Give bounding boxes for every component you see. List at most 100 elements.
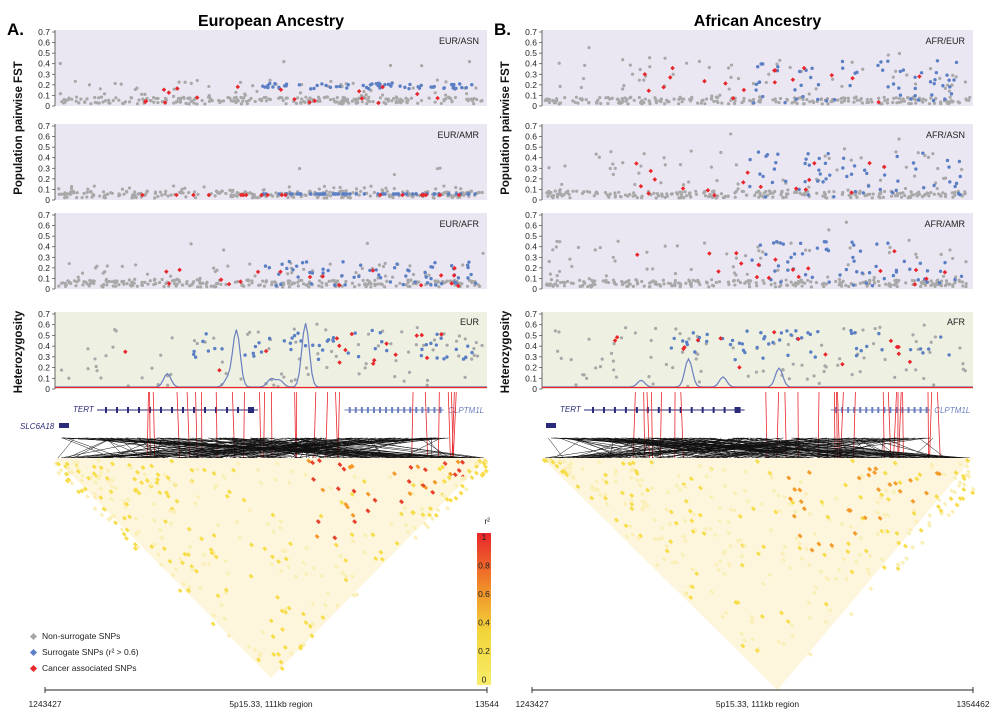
snp-point <box>927 102 932 106</box>
snp-point <box>437 285 441 289</box>
snp-point <box>751 81 756 86</box>
exon <box>204 407 207 413</box>
ld-cell <box>953 470 959 476</box>
panel-european: A. European Ancestry00.10.20.30.40.50.60.… <box>7 13 499 709</box>
snp-point <box>127 186 132 190</box>
exon <box>360 407 363 413</box>
snp-point <box>300 97 304 101</box>
snp-point <box>654 101 659 105</box>
snp-point <box>196 285 200 289</box>
snp-point <box>660 194 664 198</box>
ld-cell <box>564 472 570 478</box>
ld-cell <box>776 493 782 499</box>
snp-point <box>727 87 731 91</box>
snp-point <box>767 72 771 76</box>
snp-point <box>841 96 845 100</box>
surrogate-point <box>252 354 256 358</box>
snp-point <box>548 283 552 288</box>
snp-point <box>899 100 903 104</box>
ld-cell <box>142 472 148 477</box>
ld-cell <box>673 520 679 526</box>
snp-link <box>162 437 259 459</box>
surrogate-point <box>913 94 917 98</box>
surrogate-point <box>311 343 315 347</box>
snp-point <box>911 333 915 337</box>
ld-cell <box>466 468 472 474</box>
ld-cell <box>761 544 767 550</box>
snp-point <box>435 78 439 82</box>
ld-cell <box>732 491 738 496</box>
exon <box>116 407 119 413</box>
ld-cell <box>133 531 139 537</box>
snp-point <box>421 343 426 347</box>
ld-cell <box>777 508 783 514</box>
snp-point <box>806 278 810 283</box>
snp-point <box>199 285 203 289</box>
snp-point <box>619 336 624 340</box>
y-tick-label: 0.6 <box>525 132 537 142</box>
y-tick-label: 0.7 <box>525 309 537 319</box>
ld-cell <box>902 543 908 549</box>
ld-cell <box>64 461 70 467</box>
snp-point <box>610 96 614 100</box>
snp-point <box>381 329 385 333</box>
surrogate-point <box>370 82 374 86</box>
snp-point <box>756 189 761 193</box>
snp-point <box>824 282 828 286</box>
snp-point <box>957 278 961 282</box>
snp-point <box>90 195 94 199</box>
snp-point <box>691 278 695 282</box>
ld-cell <box>858 535 864 541</box>
snp-point <box>703 194 708 198</box>
snp-point <box>74 284 78 288</box>
snp-point <box>394 99 398 104</box>
snp-point <box>751 97 756 102</box>
surrogate-point <box>957 159 962 164</box>
snp-point <box>248 330 252 334</box>
snp-point <box>356 342 361 347</box>
snp-point <box>154 96 158 101</box>
snp-point <box>915 255 919 259</box>
snp-point <box>664 362 669 367</box>
snp-point <box>383 261 387 265</box>
ld-cell <box>347 464 353 470</box>
ld-cell <box>929 462 935 467</box>
snp-point <box>674 327 678 331</box>
snp-point <box>195 278 199 282</box>
ld-cell <box>177 588 183 594</box>
ld-cell <box>768 527 774 533</box>
snp-point <box>663 163 667 167</box>
snp-point <box>95 369 99 373</box>
surrogate-point <box>774 160 778 165</box>
exon <box>602 407 605 413</box>
surrogate-point <box>882 276 886 281</box>
ld-cell <box>630 531 636 537</box>
ld-cell <box>818 569 824 574</box>
ld-cell <box>92 494 98 500</box>
panel-african: B. African Ancestry00.10.20.30.40.50.60.7… <box>494 13 990 709</box>
snp-point <box>328 190 332 194</box>
cancer-snp-point <box>451 273 457 278</box>
snp-point <box>872 278 876 282</box>
snp-point <box>807 92 811 96</box>
snp-link <box>77 437 276 459</box>
snp-link <box>66 437 123 459</box>
y-tick-label: 0.7 <box>38 309 50 319</box>
snp-point <box>444 93 448 97</box>
ld-cell <box>946 512 952 518</box>
ld-cell <box>600 477 606 483</box>
snp-point <box>775 62 779 66</box>
surrogate-point <box>737 341 742 345</box>
ld-cell <box>819 499 825 505</box>
snp-point <box>360 100 364 104</box>
snp-point <box>369 184 373 188</box>
surrogate-point <box>786 268 790 272</box>
snp-point <box>701 98 705 102</box>
ld-cell <box>149 463 155 469</box>
y-tick-label: 0.7 <box>38 27 50 37</box>
snp-point <box>675 191 679 195</box>
snp-point <box>107 279 111 284</box>
ld-cell <box>198 585 204 591</box>
ld-cell <box>682 518 688 524</box>
ld-cell <box>620 461 626 466</box>
